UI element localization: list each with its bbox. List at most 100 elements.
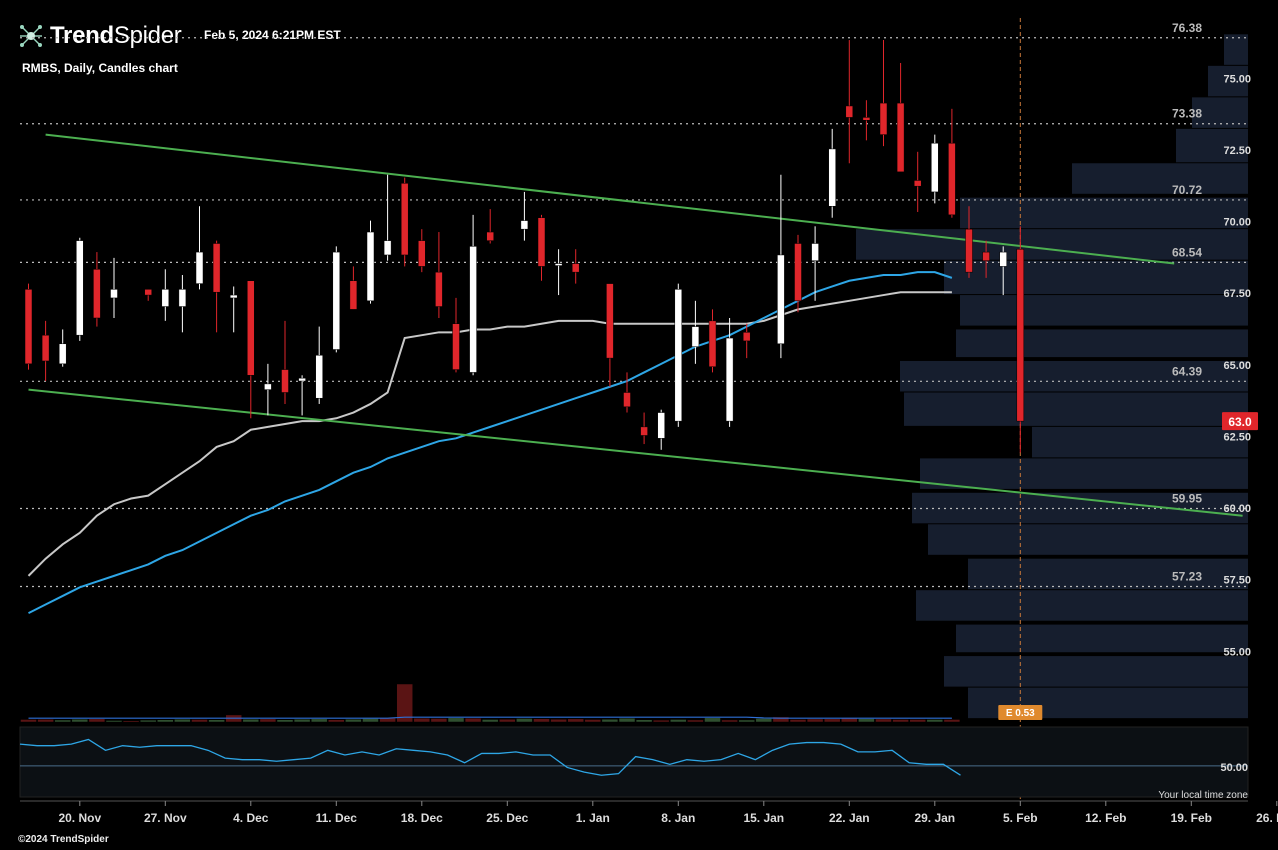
candle [41, 320, 50, 382]
candle-body [400, 183, 409, 256]
volume-bar [687, 719, 704, 723]
price-tags: 63.0 E 0.53 [998, 412, 1258, 720]
candle [486, 209, 494, 244]
x-tick-label: 26. Feb [1256, 811, 1278, 825]
volume-bar [875, 718, 892, 723]
volume-bar [71, 718, 89, 723]
sma-slow-line [27, 291, 952, 577]
candle-body [742, 332, 751, 342]
volume-bar [345, 718, 362, 723]
moving-averages [27, 271, 953, 615]
candle [366, 220, 375, 304]
volume-profile-bar [916, 590, 1248, 621]
candle-body [777, 254, 785, 345]
volume-profile-bar [1224, 34, 1248, 65]
candle-body [469, 246, 477, 373]
volume-bar [516, 718, 533, 723]
candle-body [366, 231, 375, 302]
volume-bar [806, 718, 824, 723]
candle [657, 409, 665, 450]
x-tick-label: 22. Jan [829, 811, 870, 825]
volume-bar [464, 717, 482, 723]
candle [931, 134, 939, 204]
candle-body [811, 243, 819, 261]
candle [999, 246, 1007, 296]
ema-fast-line [28, 271, 953, 615]
candle [862, 100, 871, 141]
level-label: 57.23 [1172, 569, 1202, 583]
y-tick-label: 75.00 [1223, 73, 1251, 85]
volume-bar [567, 718, 584, 723]
y-tick-label: 55.00 [1223, 646, 1251, 658]
candle [913, 151, 922, 212]
volume-profile-bar [1208, 65, 1248, 97]
candle-body [247, 280, 255, 376]
candle [349, 266, 358, 310]
volume-bar [430, 718, 448, 723]
candle-body [418, 240, 426, 267]
candle-body [281, 369, 289, 393]
copyright: ©2024 TrendSpider [18, 834, 109, 845]
candle-body [195, 251, 204, 284]
volume-profile-bar [1192, 97, 1248, 128]
candle-body [264, 383, 272, 390]
volume-bar [772, 716, 790, 723]
candle-body [982, 251, 990, 261]
volume-profile-bar [960, 295, 1248, 326]
rsi-reference-label: 50.00 [1220, 762, 1248, 774]
earnings-label: E 0.53 [1006, 708, 1035, 719]
rsi-background [19, 726, 1249, 798]
candle-body [24, 289, 33, 365]
volume-panel [20, 683, 961, 723]
candle-body [725, 337, 734, 422]
candle [742, 323, 751, 359]
candle [315, 326, 323, 404]
candle [896, 62, 905, 173]
timezone-note: Your local time zone [1158, 790, 1248, 801]
candle-body [486, 231, 494, 241]
volume-profile-bar [904, 392, 1248, 426]
candle [640, 412, 648, 445]
volume-profile-bar [1032, 426, 1248, 458]
candle-body [298, 377, 306, 382]
candle-body [640, 426, 648, 436]
volume-bar [157, 719, 174, 723]
earnings-tag [998, 705, 1043, 720]
volume-bar [704, 717, 721, 723]
candle [948, 108, 956, 218]
x-tick-label: 18. Dec [401, 811, 443, 825]
candles [24, 40, 1025, 453]
x-tick-label: 27. Nov [144, 811, 187, 825]
y-tick-label: 70.00 [1223, 217, 1251, 229]
x-tick-label: 4. Dec [233, 811, 269, 825]
volume-profile-bar [956, 624, 1248, 653]
candle [161, 269, 170, 321]
candle-body [212, 243, 221, 293]
y-tick-label: 60.00 [1223, 503, 1251, 515]
volume-bar [276, 719, 294, 723]
x-tick-label: 8. Jan [661, 811, 695, 825]
candle [777, 174, 785, 359]
candle [93, 252, 101, 327]
x-tick-label: 5. Feb [1003, 811, 1038, 825]
volume-profile-bar [928, 524, 1248, 555]
candle [828, 128, 836, 218]
candle-body [828, 148, 836, 207]
candle [794, 234, 802, 313]
volume-bar [550, 718, 567, 723]
level-lines: 76.38 73.38 70.72 68.54 64.39 59.95 57.23 [20, 21, 1248, 588]
candle [691, 300, 700, 364]
volume-bar [635, 719, 653, 723]
volume-bar [54, 719, 71, 723]
candle [965, 206, 973, 278]
candle-body [435, 271, 443, 307]
candle [281, 320, 289, 404]
candle [674, 283, 683, 427]
volume-ma-line [28, 716, 952, 719]
x-tick-label: 1. Jan [576, 811, 610, 825]
candle-body [606, 283, 614, 359]
volume-bar [310, 718, 328, 723]
volume-bar [259, 718, 277, 723]
candle [845, 40, 854, 164]
